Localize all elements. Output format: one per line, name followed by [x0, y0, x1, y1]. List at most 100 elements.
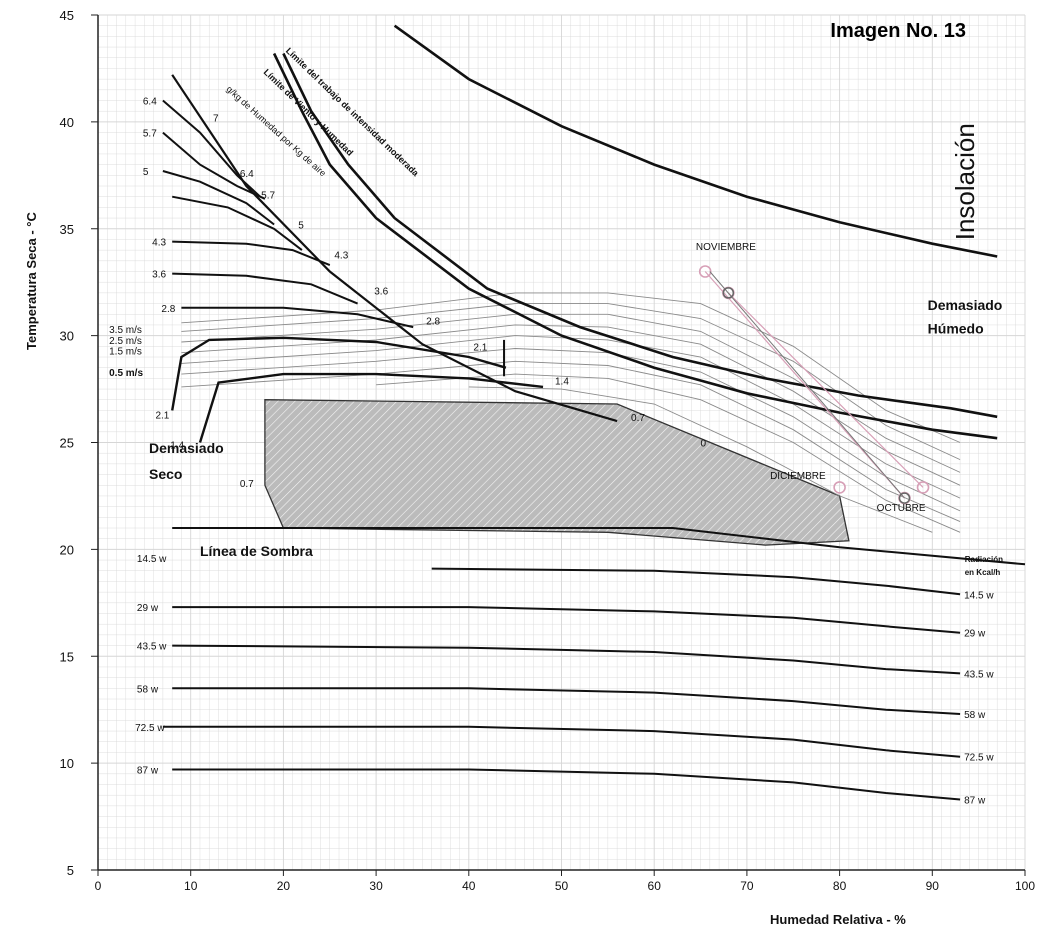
moisture-curve	[172, 240, 331, 267]
wind-speed-label: 0.5 m/s	[109, 368, 143, 379]
wind-line	[181, 292, 961, 443]
wind-line	[181, 335, 961, 499]
radiation-curve	[172, 768, 961, 801]
wind-curve	[198, 372, 544, 443]
month-label: OCTUBRE	[877, 503, 926, 514]
x-tick-label: 60	[648, 879, 662, 893]
wind-speed-label: 2.5 m/s	[109, 336, 142, 347]
y-tick-label: 5	[67, 863, 74, 878]
wind-line	[376, 373, 961, 533]
radiation-left-label: 14.5 w	[137, 554, 167, 565]
moisture-curve	[162, 131, 266, 200]
moisture-curve-label: 6.4	[143, 97, 157, 108]
humidity-value-label: 0.7	[631, 413, 645, 424]
radiation-title-label: Radiación	[965, 555, 1003, 564]
x-axis-label: Humedad Relativa - %	[770, 912, 906, 927]
moisture-curve-label: 5	[143, 167, 149, 178]
radiation-curve-label: 58 w	[964, 710, 986, 721]
humidity-value-label: 1.4	[555, 377, 569, 388]
month-connector	[727, 292, 924, 488]
humidity-value-label: 5	[298, 220, 304, 231]
moisture-curve	[172, 272, 358, 305]
radiation-curve	[162, 725, 961, 758]
wind-line	[468, 386, 933, 533]
y-tick-label: 45	[60, 8, 74, 23]
zone-label-sombra: Línea de Sombra	[200, 543, 313, 559]
humidity-value-label: 4.3	[334, 250, 348, 261]
radiation-curve-label: 29 w	[964, 629, 986, 640]
wind-speed-label: 1.5 m/s	[109, 347, 142, 358]
wind-line	[181, 324, 961, 486]
y-axis-label: Temperatura Seca - °C	[24, 212, 39, 350]
y-tick-label: 30	[60, 329, 74, 344]
humidity-value-label: 6.4	[240, 169, 254, 180]
wind-line	[181, 303, 961, 461]
limit-label-wind: Límite de Viento y Humedad	[262, 67, 356, 158]
month-connector-dark	[709, 271, 905, 499]
wind-line	[181, 360, 961, 523]
comfort-curve-label: 1.4	[170, 441, 184, 452]
boundary-curve-upper	[393, 24, 998, 258]
zone-label-seco: Demasiado	[149, 440, 224, 456]
x-tick-label: 90	[926, 879, 940, 893]
wind-speed-label: 3.5 m/s	[109, 325, 142, 336]
shading-line	[172, 527, 1026, 566]
x-tick-label: 30	[369, 879, 383, 893]
month-label: NOVIEMBRE	[696, 242, 756, 253]
zone-label-humedo: Húmedo	[928, 320, 984, 336]
month-connector	[704, 271, 905, 499]
radiation-curve-label: 43.5 w	[964, 669, 994, 680]
radiation-curve	[172, 606, 961, 634]
zone-label-humedo: Demasiado	[928, 297, 1003, 313]
x-tick-label: 0	[95, 879, 102, 893]
radiation-curve	[172, 644, 961, 675]
chart-title: Imagen No. 13	[830, 20, 966, 42]
radiation-left-label: 87 w	[137, 766, 159, 777]
x-tick-label: 80	[833, 879, 847, 893]
comfort-curve-label: 2.1	[155, 411, 169, 422]
radiation-curve	[172, 687, 961, 715]
y-tick-label: 15	[60, 649, 74, 664]
y-tick-label: 35	[60, 222, 74, 237]
comfort-curve-label: 0	[701, 439, 707, 450]
x-tick-label: 40	[462, 879, 476, 893]
comfort-curve-label: 0.7	[240, 479, 254, 490]
moisture-curve-label: 3.6	[152, 270, 166, 281]
radiation-left-label: 72.5 w	[135, 723, 165, 734]
x-tick-label: 10	[184, 879, 198, 893]
y-tick-label: 40	[60, 115, 74, 130]
x-tick-label: 20	[277, 879, 291, 893]
y-tick-label: 20	[60, 542, 74, 557]
moisture-curve-label: 2.8	[161, 304, 175, 315]
radiation-curve	[431, 567, 961, 596]
month-marker-dark	[722, 287, 735, 299]
humidity-value-label: 2.1	[473, 342, 487, 353]
radiation-left-label: 29 w	[137, 603, 159, 614]
moisture-curve-label: 5.7	[143, 129, 157, 140]
radiation-left-label: 58 w	[137, 684, 159, 695]
month-label: DICIEMBRE	[770, 471, 826, 482]
x-tick-label: 50	[555, 879, 569, 893]
radiation-title-label: en Kcal/h	[965, 568, 1001, 577]
moisture-curve	[172, 195, 303, 251]
month-marker	[698, 265, 712, 278]
moisture-curve	[162, 170, 275, 226]
humidity-value-label: 2.8	[426, 317, 440, 328]
month-marker	[916, 481, 930, 494]
humidity-line	[171, 74, 618, 423]
humidity-value-label: 7	[213, 114, 219, 125]
humidity-value-label: 3.6	[374, 287, 388, 298]
y-tick-label: 25	[60, 436, 74, 451]
radiation-curve-label: 14.5 w	[964, 590, 994, 601]
zone-label-seco: Seco	[149, 466, 182, 482]
moisture-curve-label: 4.3	[152, 238, 166, 249]
y-tick-label: 10	[60, 756, 74, 771]
radiation-curve-label: 87 w	[964, 795, 986, 806]
month-marker	[833, 481, 846, 494]
x-tick-label: 100	[1015, 879, 1035, 893]
wind-line	[181, 348, 961, 512]
radiation-curve-label: 72.5 w	[964, 753, 994, 764]
radiation-left-label: 43.5 w	[137, 642, 167, 653]
boundary-curve-limit_wind	[282, 52, 998, 419]
